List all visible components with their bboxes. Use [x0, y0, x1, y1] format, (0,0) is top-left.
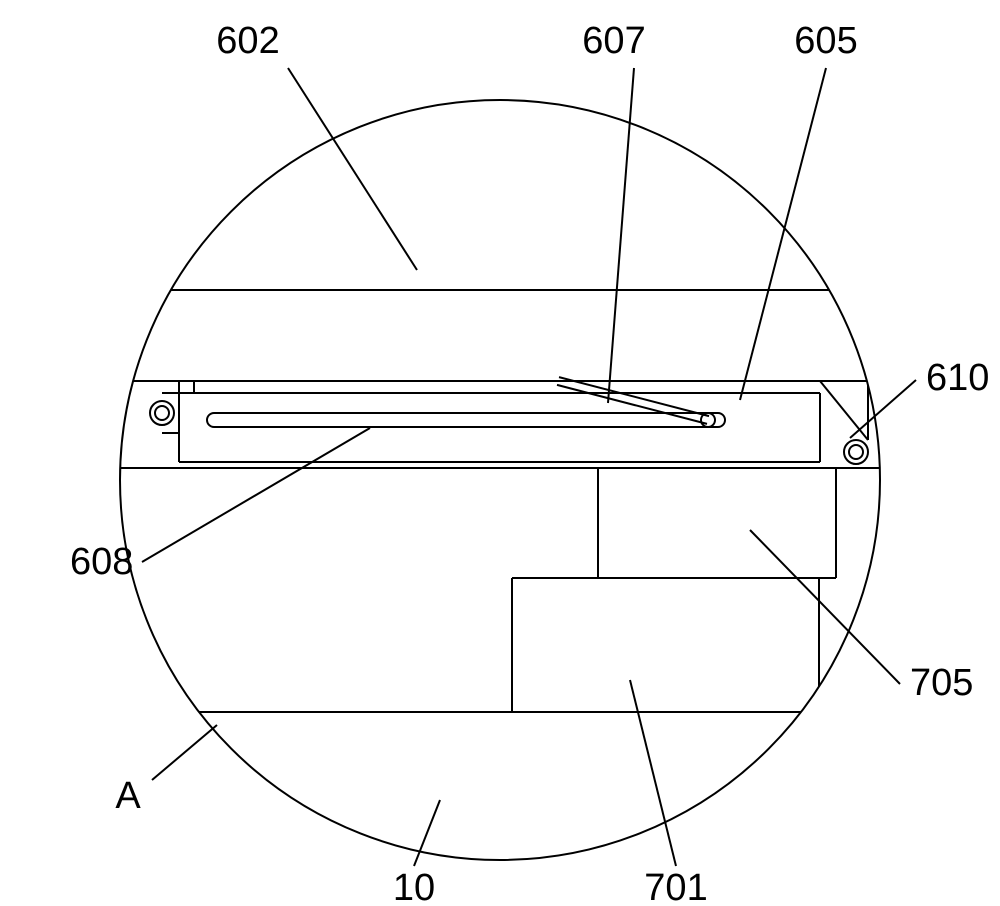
- label-701: 701: [644, 867, 707, 906]
- label-607: 607: [582, 20, 645, 62]
- label-A: A: [115, 775, 141, 817]
- label-10: 10: [393, 867, 435, 906]
- label-705: 705: [910, 662, 973, 704]
- label-610: 610: [926, 357, 989, 399]
- label-602: 602: [216, 20, 279, 62]
- label-608: 608: [70, 541, 133, 583]
- label-605: 605: [794, 20, 857, 62]
